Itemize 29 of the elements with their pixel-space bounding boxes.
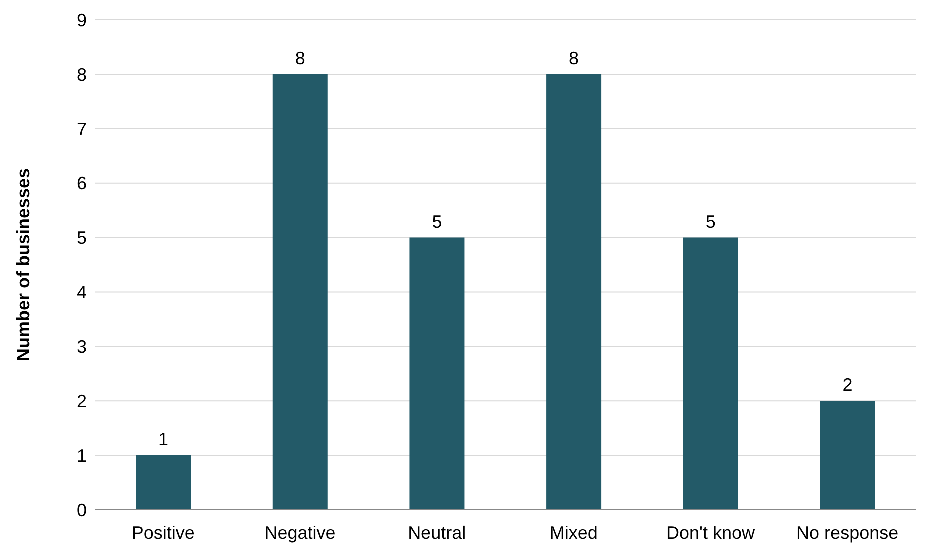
x-tick-label: Don't know bbox=[666, 522, 756, 543]
data-label: 1 bbox=[158, 430, 169, 450]
bar bbox=[410, 238, 465, 510]
data-label: 8 bbox=[569, 48, 580, 68]
y-tick-label: 1 bbox=[76, 446, 87, 466]
x-tick-label: Positive bbox=[132, 522, 195, 543]
data-label: 5 bbox=[432, 212, 442, 232]
y-tick-label: 6 bbox=[76, 174, 87, 194]
bar bbox=[272, 74, 328, 510]
y-tick-label: 7 bbox=[76, 119, 87, 140]
y-axis-title: Number of businesses bbox=[13, 168, 34, 362]
bar bbox=[820, 401, 876, 510]
bar bbox=[546, 74, 602, 510]
x-tick-label: Mixed bbox=[550, 522, 598, 543]
x-tick-label: No response bbox=[796, 522, 899, 543]
data-label: 2 bbox=[842, 375, 853, 396]
y-tick-label: 8 bbox=[76, 64, 87, 85]
data-label: 8 bbox=[295, 48, 306, 68]
y-tick-label: 3 bbox=[76, 337, 87, 358]
x-tick-label: Negative bbox=[264, 522, 336, 543]
bar bbox=[136, 456, 192, 510]
y-tick-label: 9 bbox=[76, 10, 87, 30]
y-tick-label: 5 bbox=[76, 228, 87, 248]
y-tick-label: 0 bbox=[76, 500, 87, 520]
data-label: 5 bbox=[706, 212, 716, 232]
y-tick-label: 4 bbox=[76, 282, 87, 303]
y-tick-label: 2 bbox=[76, 392, 87, 412]
bar bbox=[683, 238, 738, 510]
x-tick-label: Neutral bbox=[408, 522, 466, 543]
